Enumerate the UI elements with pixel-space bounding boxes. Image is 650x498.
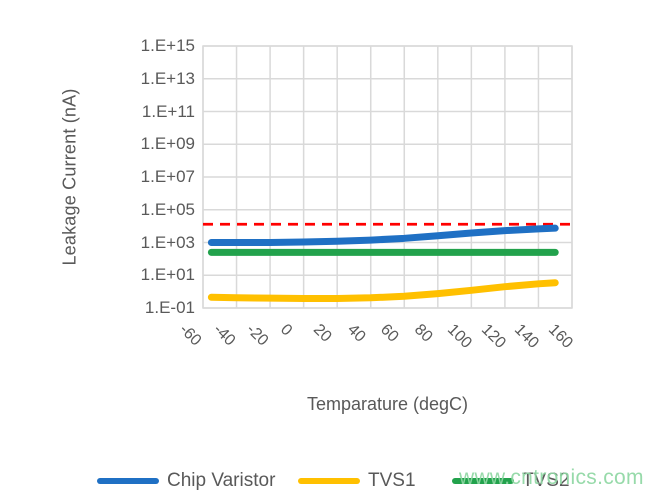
y-tick-label: 1.E-01 bbox=[144, 298, 195, 317]
y-tick-label: 1.E+15 bbox=[140, 36, 195, 55]
y-tick-label: 1.E+01 bbox=[140, 265, 195, 285]
y-tick-label: 1.E+05 bbox=[140, 199, 195, 219]
y-axis-title: Leakage Current (nA) bbox=[59, 88, 80, 266]
y-tick-label: 1.E+09 bbox=[140, 134, 195, 154]
y-tick-label: 1.E+03 bbox=[140, 232, 195, 252]
watermark: www.cntronics.com bbox=[459, 466, 644, 489]
y-tick-label: 1.E+11 bbox=[141, 101, 195, 121]
x-axis-title: Temparature (degC) bbox=[306, 394, 469, 414]
y-tick-label: 1.E+13 bbox=[140, 68, 195, 88]
y-tick-label: 1.E+07 bbox=[140, 167, 195, 186]
